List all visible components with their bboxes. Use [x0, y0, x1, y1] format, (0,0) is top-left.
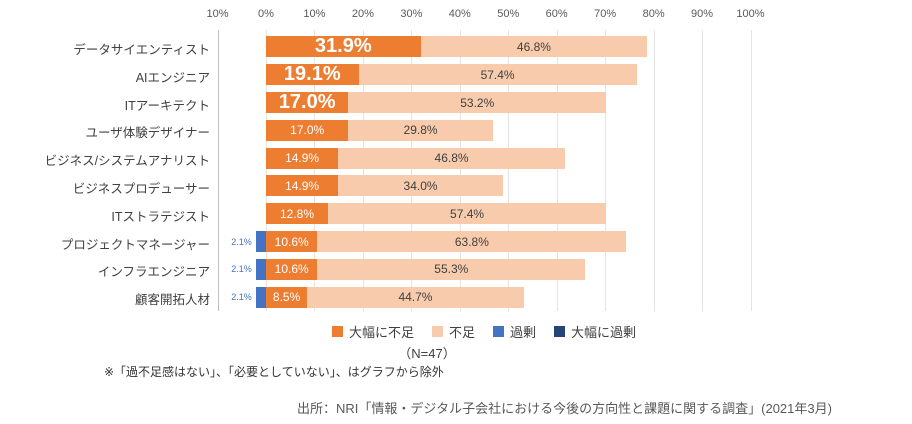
shortage-value-label: 55.3% — [434, 262, 469, 277]
bar-segment-shortage: 29.8% — [348, 119, 493, 141]
x-tick-label: 80% — [642, 8, 665, 20]
bar-segment-shortage: 55.3% — [317, 258, 586, 280]
x-tick-label: 10% — [303, 8, 326, 20]
x-gridline — [362, 30, 364, 311]
chart-footnote: ※「過不足感はない」、「必要としていない」、はグラフから除外 — [104, 365, 444, 379]
bar-segment-severe-shortage: 17.0% — [266, 91, 349, 113]
x-tick-label: 0% — [258, 8, 274, 20]
category-label: ビジネス/システムアナリスト — [44, 154, 210, 169]
x-tick-label: 70% — [594, 8, 617, 20]
legend-label: 過剰 — [510, 324, 537, 340]
bar-segment-shortage: 53.2% — [348, 92, 607, 113]
legend-label: 大幅に過剰 — [571, 324, 637, 340]
bar-segment-severe-shortage: 17.0% — [266, 119, 349, 141]
bar-segment-severe-shortage: 10.6% — [266, 258, 318, 280]
excess-value-label: 2.1% — [231, 236, 252, 247]
source-citation: 出所：NRI「情報・デジタル子会社における今後の方向性と課題に関する調査」(20… — [297, 401, 832, 416]
category-label: データサイエンティスト — [73, 42, 210, 57]
x-tick-label: 50% — [497, 8, 520, 20]
bar-segment-severe-shortage: 14.9% — [266, 147, 339, 169]
bar-segment-severe-shortage: 14.9% — [266, 175, 339, 197]
bar-segment-shortage: 34.0% — [338, 175, 503, 197]
x-gridline — [653, 30, 655, 311]
category-label: AIエンジニア — [135, 70, 210, 85]
severe-shortage-value-label: 17.0% — [290, 123, 325, 138]
legend-item: 不足 — [431, 322, 475, 341]
x-tick-label: 10% — [206, 8, 229, 20]
x-gridline — [605, 30, 607, 311]
legend-swatch — [493, 325, 504, 337]
legend: 大幅に不足 不足 過剰 大幅に過剰 — [217, 322, 751, 340]
x-gridline — [556, 30, 558, 311]
shortage-value-label: 44.7% — [398, 290, 433, 305]
x-tick-label: 100% — [736, 8, 765, 20]
legend-item: 大幅に過剰 — [554, 322, 636, 341]
bar-segment-severe-shortage: 8.5% — [266, 286, 308, 308]
bar-segment-shortage: 46.8% — [338, 147, 565, 169]
severe-shortage-value-label: 10.6% — [274, 234, 309, 249]
x-gridline — [702, 30, 704, 311]
shortage-value-label: 63.8% — [454, 234, 489, 249]
x-gridline — [411, 30, 413, 311]
x-gridline — [508, 30, 510, 311]
shortage-value-label: 46.8% — [434, 151, 469, 166]
legend-label: 不足 — [448, 324, 475, 340]
category-label: ビジネスプロデューサー — [72, 181, 210, 196]
category-axis-line — [217, 30, 219, 311]
category-label: インフラエンジニア — [97, 265, 210, 280]
shortage-value-label: 57.4% — [480, 67, 515, 82]
x-gridline — [459, 30, 461, 311]
category-label: 顧客開拓人材 — [134, 293, 210, 308]
bar-segment-shortage: 46.8% — [420, 36, 648, 58]
x-tick-label: 20% — [351, 8, 374, 20]
category-label: ユーザ体験デザイナー — [85, 126, 210, 141]
bar-segment-shortage: 57.4% — [328, 203, 607, 225]
bar-segment-shortage: 63.8% — [317, 231, 627, 252]
shortage-value-label: 46.8% — [516, 39, 551, 54]
legend-item: 大幅に不足 — [331, 322, 414, 341]
bar-segment-severe-shortage: 12.8% — [266, 203, 329, 225]
legend-swatch — [554, 325, 566, 337]
legend-swatch — [431, 325, 443, 337]
bar-segment-shortage: 57.4% — [358, 64, 637, 86]
bar-segment-shortage: 44.7% — [307, 286, 524, 308]
excess-value-label: 2.1% — [231, 292, 252, 303]
legend-swatch — [331, 325, 343, 337]
shortage-value-label: 29.8% — [403, 123, 438, 138]
legend-label: 大幅に不足 — [348, 324, 414, 340]
bar-segment-excess — [255, 286, 266, 308]
category-label: ITアーキテクト — [124, 98, 210, 113]
bar-segment-severe-shortage: 31.9% — [266, 35, 421, 58]
x-tick-label: 40% — [448, 8, 471, 20]
severe-shortage-value-label: 19.1% — [283, 63, 341, 86]
x-tick-label: 60% — [545, 8, 568, 20]
severe-shortage-value-label: 14.9% — [285, 151, 320, 166]
excess-value-label: 2.1% — [231, 264, 252, 275]
shortage-value-label: 34.0% — [403, 178, 438, 193]
shortage-value-label: 53.2% — [460, 95, 495, 110]
x-gridline — [314, 30, 316, 311]
severe-shortage-value-label: 8.5% — [272, 290, 301, 305]
severe-shortage-value-label: 17.0% — [278, 91, 336, 113]
category-label: ITストラテジスト — [111, 209, 210, 224]
x-tick-label: 90% — [691, 8, 714, 20]
category-label: プロジェクトマネージャー — [60, 237, 210, 252]
severe-shortage-value-label: 12.8% — [279, 206, 315, 221]
bar-segment-excess — [255, 258, 266, 280]
bar-segment-excess — [255, 231, 266, 252]
sample-size-note: （N=47） — [398, 346, 456, 361]
bar-segment-severe-shortage: 10.6% — [266, 231, 318, 252]
severe-shortage-value-label: 31.9% — [314, 35, 372, 58]
bar-segment-severe-shortage: 19.1% — [266, 63, 359, 86]
legend-item: 過剰 — [493, 322, 536, 341]
severe-shortage-value-label: 14.9% — [285, 178, 320, 193]
x-gridline — [750, 30, 752, 311]
x-tick-label: 30% — [400, 8, 423, 20]
shortage-value-label: 57.4% — [450, 206, 485, 221]
x-gridline — [266, 30, 267, 311]
severe-shortage-value-label: 10.6% — [274, 262, 309, 277]
